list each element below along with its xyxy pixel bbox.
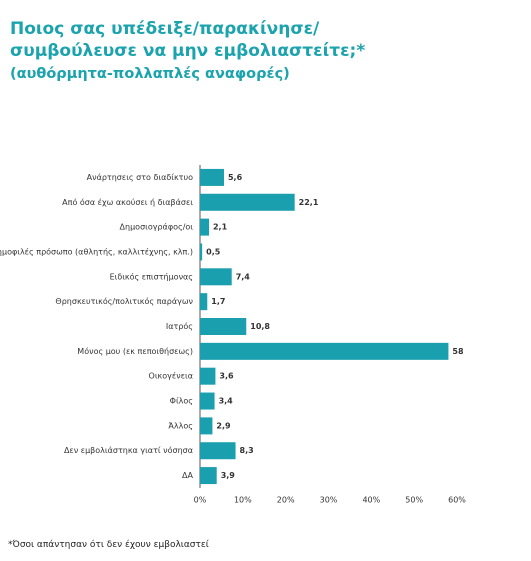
value-label: 7,4 bbox=[236, 272, 251, 281]
y-tick-label: Θρησκευτικός/πολιτικός παράγων bbox=[55, 296, 193, 306]
x-tick-label: 30% bbox=[320, 496, 338, 505]
bar bbox=[200, 367, 216, 385]
y-tick-label: ΔΑ bbox=[182, 471, 193, 480]
bar bbox=[200, 392, 215, 410]
y-tick-label: Δεν εμβολιάστηκα γιατί νόσησα bbox=[64, 445, 193, 455]
y-tick-label: Από όσα έχω ακούσει ή διαβάσει bbox=[62, 197, 193, 207]
bar bbox=[200, 193, 295, 211]
value-label: 5,6 bbox=[228, 173, 243, 182]
y-tick-label: Μόνος μου (εκ πεποιθήσεως) bbox=[77, 346, 193, 356]
value-label: 1,7 bbox=[211, 297, 225, 306]
y-tick-label: Δημοσιογράφος/οι bbox=[120, 223, 194, 232]
value-label: 2,1 bbox=[213, 223, 228, 232]
x-tick-label: 50% bbox=[405, 496, 423, 505]
value-label: 2,9 bbox=[216, 421, 231, 430]
x-tick-label: 60% bbox=[448, 496, 466, 505]
chart-title: Ποιος σας υπέδειξε/παρακίνησε/συμβούλευσ… bbox=[10, 19, 366, 61]
x-tick-label: 40% bbox=[362, 496, 380, 505]
bar bbox=[200, 293, 208, 311]
bar bbox=[200, 318, 247, 335]
value-label: 3,4 bbox=[219, 397, 234, 406]
bar bbox=[200, 168, 224, 186]
bar bbox=[200, 243, 203, 261]
y-tick-label: Δημοφιλές πρόσωπο (αθλητής, καλλιτέχνης,… bbox=[0, 246, 193, 256]
y-tick-label: Φίλος bbox=[170, 397, 193, 406]
value-label: 58 bbox=[452, 347, 464, 356]
bar bbox=[200, 342, 449, 360]
bar bbox=[200, 218, 209, 236]
bar bbox=[200, 442, 236, 460]
y-tick-label: Οικογένεια bbox=[149, 371, 193, 381]
bar bbox=[200, 268, 232, 286]
value-label: 10,8 bbox=[250, 322, 270, 331]
chart-subtitle: (αυθόρμητα-πολλαπλές αναφορές) bbox=[10, 66, 290, 82]
bar bbox=[200, 417, 213, 435]
y-tick-label: Ειδικός επιστήμονας bbox=[110, 271, 193, 281]
bar bbox=[200, 467, 217, 485]
x-tick-label: 20% bbox=[277, 496, 295, 505]
chart: 0% 10% 20% 30% 40% 50% 60% Ανάρτησεις στο διαδί… bbox=[0, 165, 466, 505]
value-label: 3,6 bbox=[219, 372, 234, 381]
value-label: 3,9 bbox=[221, 471, 236, 480]
y-tick-label: Ιατρός bbox=[166, 321, 193, 331]
value-label: 22,1 bbox=[299, 198, 319, 207]
x-tick-label: 0% bbox=[194, 496, 207, 505]
x-tick-label: 10% bbox=[234, 496, 252, 505]
value-label: 8,3 bbox=[240, 446, 254, 455]
y-tick-label: Άλλος bbox=[168, 421, 193, 430]
footnote: *Όσοι απάντησαν ότι δεν έχουν εμβολιαστε… bbox=[8, 540, 209, 550]
y-tick-label: Ανάρτησεις στο διαδίκτυο bbox=[87, 173, 193, 182]
value-label: 0,5 bbox=[206, 247, 221, 256]
